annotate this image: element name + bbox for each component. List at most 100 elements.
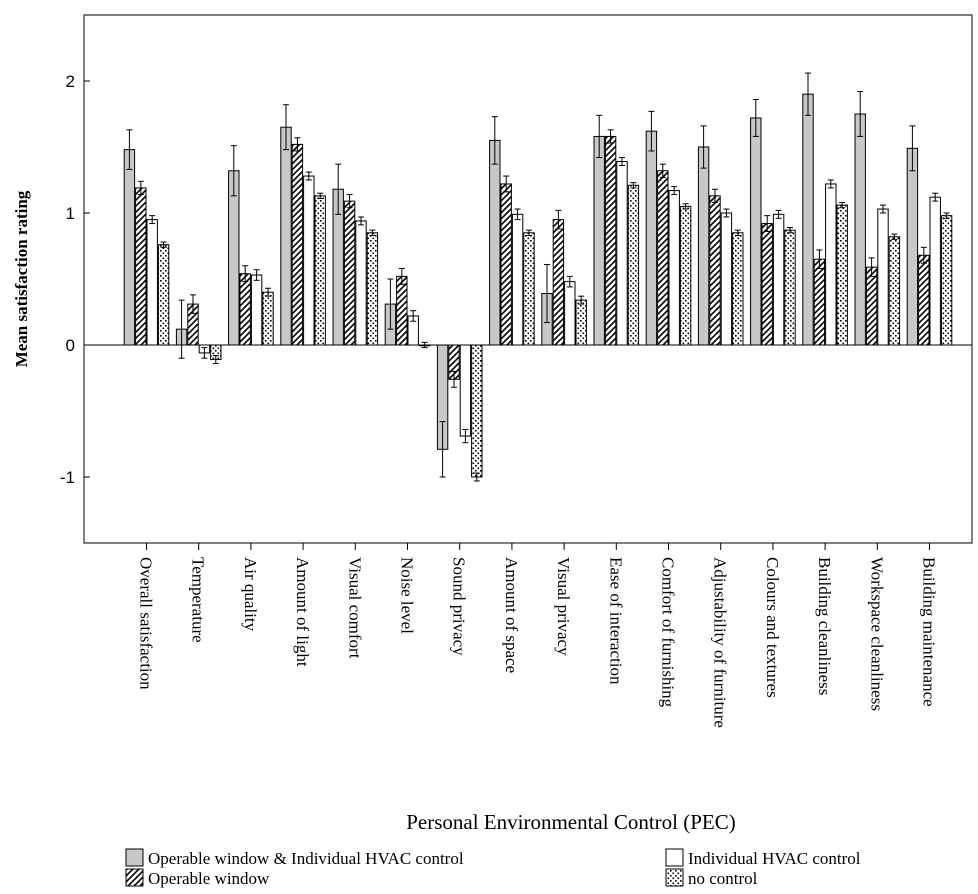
x-tick-label: Amount of light — [293, 557, 312, 667]
error-bar — [648, 110, 655, 152]
x-tick-label: Overall satisfaction — [137, 557, 156, 690]
bar — [802, 93, 814, 346]
x-tick-label: Building maintenance — [920, 557, 939, 707]
y-axis: -1 0 1 2 — [60, 72, 90, 487]
legend-label: no control — [688, 869, 758, 888]
error-bar — [805, 72, 811, 116]
error-bar — [891, 233, 898, 240]
error-bar — [358, 216, 364, 226]
bar — [813, 258, 826, 346]
error-bar — [439, 421, 446, 478]
x-tick-label: Visual privacy — [554, 557, 573, 656]
error-bar — [607, 129, 614, 144]
legend-swatch — [665, 848, 684, 867]
error-bar — [775, 209, 782, 219]
legend-label: Individual HVAC control — [688, 849, 861, 868]
error-bar — [253, 269, 260, 281]
legend-item: Operable window — [125, 868, 270, 888]
bar — [929, 196, 941, 346]
bar — [239, 273, 251, 346]
bar — [750, 117, 762, 346]
error-bar — [712, 188, 718, 203]
bar — [355, 220, 367, 346]
error-bar — [816, 249, 823, 269]
bar — [228, 170, 240, 346]
error-bar — [473, 472, 480, 482]
error-bar — [398, 267, 405, 285]
x-tick-label: Colours and textures — [763, 557, 782, 698]
bar — [500, 183, 512, 346]
y-tick-label: 0 — [66, 336, 75, 355]
bar — [772, 213, 785, 346]
bar — [836, 204, 848, 346]
x-tick-label: Workspace cleanliness — [867, 557, 886, 711]
bar — [459, 344, 472, 437]
bar — [906, 147, 919, 346]
bar — [250, 274, 263, 346]
y-tick-label: -1 — [60, 468, 75, 487]
bar — [918, 254, 930, 346]
error-bar — [827, 179, 834, 189]
legend-item: Operable window & Individual HVAC contro… — [125, 848, 464, 868]
x-tick-label: Amount of space — [502, 557, 521, 673]
error-bar — [451, 370, 457, 388]
bar — [616, 161, 628, 346]
error-bar — [619, 157, 625, 166]
error-bar — [920, 246, 927, 264]
bar — [564, 281, 576, 346]
y-tick-label: 2 — [66, 72, 75, 91]
legend-swatch — [125, 848, 144, 867]
legend-item: Individual HVAC control — [665, 848, 861, 868]
x-tick-label: Temperature — [189, 557, 208, 643]
legend-label: Operable window — [148, 869, 270, 888]
bar — [123, 149, 136, 346]
error-bar — [578, 295, 585, 305]
legend-swatch — [125, 868, 144, 887]
error-bar — [764, 215, 771, 232]
x-tick-label: Sound privacy — [450, 557, 469, 656]
x-tick-label: Ease of interaction — [606, 557, 625, 685]
error-bar — [126, 129, 133, 170]
bar — [888, 236, 901, 346]
error-bar — [671, 186, 678, 196]
error-bar — [526, 229, 532, 236]
error-bar — [700, 125, 707, 169]
bar — [280, 126, 292, 346]
bar — [262, 291, 274, 346]
legend-item: no control — [665, 868, 758, 888]
bar — [825, 183, 837, 346]
error-bar — [305, 171, 312, 181]
error-bar — [283, 104, 289, 151]
bar — [396, 275, 408, 346]
y-tick-label: 1 — [66, 204, 75, 223]
error-bar — [880, 204, 886, 214]
error-bar — [514, 208, 521, 221]
error-bar — [294, 137, 301, 152]
x-tick-label: Noise level — [398, 557, 417, 634]
bar — [489, 139, 501, 346]
bar — [679, 205, 692, 346]
error-bar — [230, 145, 237, 197]
error-bar — [734, 229, 741, 236]
error-bar — [190, 294, 196, 314]
error-bar — [868, 257, 875, 277]
x-tick-label: Building cleanliness — [815, 557, 834, 695]
bar — [627, 184, 640, 346]
error-bar — [503, 175, 510, 193]
error-bar — [596, 114, 603, 159]
x-tick-label: Comfort of furnishing — [659, 557, 678, 708]
bar — [303, 175, 315, 346]
error-bar — [178, 299, 185, 359]
error-bar — [242, 265, 249, 283]
bar — [157, 244, 170, 346]
error-bar — [201, 347, 208, 359]
bar — [575, 299, 587, 346]
bar — [877, 208, 889, 346]
error-bar — [369, 229, 376, 236]
bar — [784, 229, 796, 346]
bar — [291, 143, 304, 346]
error-bar — [932, 192, 939, 202]
error-bar — [265, 287, 271, 297]
error-bar — [149, 215, 156, 225]
error-bar — [462, 428, 469, 444]
